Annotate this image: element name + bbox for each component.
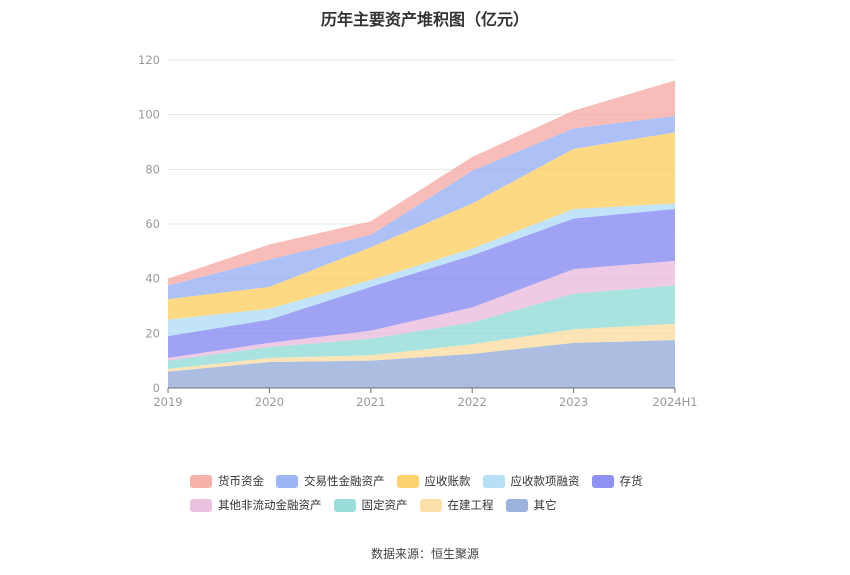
- area-series-货币资金: [168, 80, 675, 286]
- legend-swatch: [190, 498, 212, 512]
- legend-item[interactable]: 固定资产: [333, 496, 408, 514]
- legend-label: 应收款项融资: [510, 474, 580, 488]
- legend-label: 在建工程: [447, 498, 494, 512]
- y-tick-label: 120: [138, 53, 160, 67]
- legend-item[interactable]: 交易性金融资产: [276, 472, 385, 490]
- legend-label: 货币资金: [218, 474, 264, 488]
- legend-swatch: [190, 474, 212, 488]
- y-tick-label: 40: [145, 272, 160, 286]
- legend-swatch: [419, 498, 442, 512]
- legend-label: 应收账款: [424, 474, 471, 488]
- legend-swatch: [396, 474, 419, 488]
- area-series-在建工程: [168, 323, 675, 372]
- x-tick-label: 2019: [153, 395, 182, 409]
- y-tick-label: 80: [145, 162, 160, 176]
- legend-swatch: [482, 474, 505, 488]
- chart-title: 历年主要资产堆积图（亿元）: [320, 10, 529, 29]
- y-tick-label: 100: [138, 108, 160, 122]
- legend-label: 其他非流动金融资产: [218, 498, 322, 512]
- legend-item[interactable]: 其他非流动金融资产: [190, 496, 322, 514]
- area-series-交易性金融资产: [168, 116, 675, 300]
- legend-item[interactable]: 应收款项融资: [482, 472, 580, 490]
- area-series-固定资产: [168, 285, 675, 369]
- legend-row: 其他非流动金融资产 固定资产 在建工程 其它: [190, 496, 690, 514]
- x-tick-label: 2021: [356, 395, 385, 409]
- legend-item[interactable]: 应收账款: [396, 472, 471, 490]
- legend-swatch: [505, 498, 528, 512]
- legend-item[interactable]: 在建工程: [419, 496, 494, 514]
- legend: 货币资金 交易性金融资产 应收账款 应收款项融资 存货 其他非流动金融资产 固定资产 在建工…: [190, 472, 690, 520]
- source-note: 数据来源：恒生聚源: [370, 547, 479, 561]
- legend-label: 交易性金融资产: [304, 474, 385, 488]
- x-tick-label: 2020: [255, 395, 284, 409]
- legend-item[interactable]: 存货: [591, 472, 643, 490]
- y-tick-label: 60: [145, 217, 160, 231]
- area-series: [168, 80, 675, 388]
- legend-label: 其它: [533, 498, 557, 512]
- area-series-其他非流动金融资产: [168, 260, 675, 361]
- legend-label: 存货: [619, 474, 643, 488]
- legend-row: 货币资金 交易性金融资产 应收账款 应收款项融资 存货: [190, 472, 690, 490]
- x-tick-label: 2023: [559, 395, 588, 409]
- y-tick-label: 0: [153, 381, 160, 395]
- legend-swatch: [591, 474, 614, 488]
- area-series-其它: [168, 340, 675, 388]
- legend-label: 固定资产: [361, 498, 408, 512]
- area-series-应收款项融资: [168, 203, 675, 337]
- legend-item[interactable]: 货币资金: [190, 472, 264, 490]
- legend-swatch: [333, 498, 356, 512]
- area-series-应收账款: [168, 132, 675, 320]
- x-tick-label: 2022: [458, 395, 487, 409]
- axes: 0 20 40 60 80 100 120 2019 2020 2021 2022 2023 2024H…: [138, 53, 698, 409]
- y-tick-label: 20: [145, 326, 160, 340]
- stacked-area-chart: 0 20 40 60 80 100 120 2019 2020 2021 2022 2023 2024H…: [138, 53, 698, 409]
- legend-swatch: [276, 474, 298, 488]
- area-series-存货: [168, 208, 675, 358]
- x-tick-label: 2024H1: [652, 395, 697, 409]
- legend-item[interactable]: 其它: [505, 496, 557, 514]
